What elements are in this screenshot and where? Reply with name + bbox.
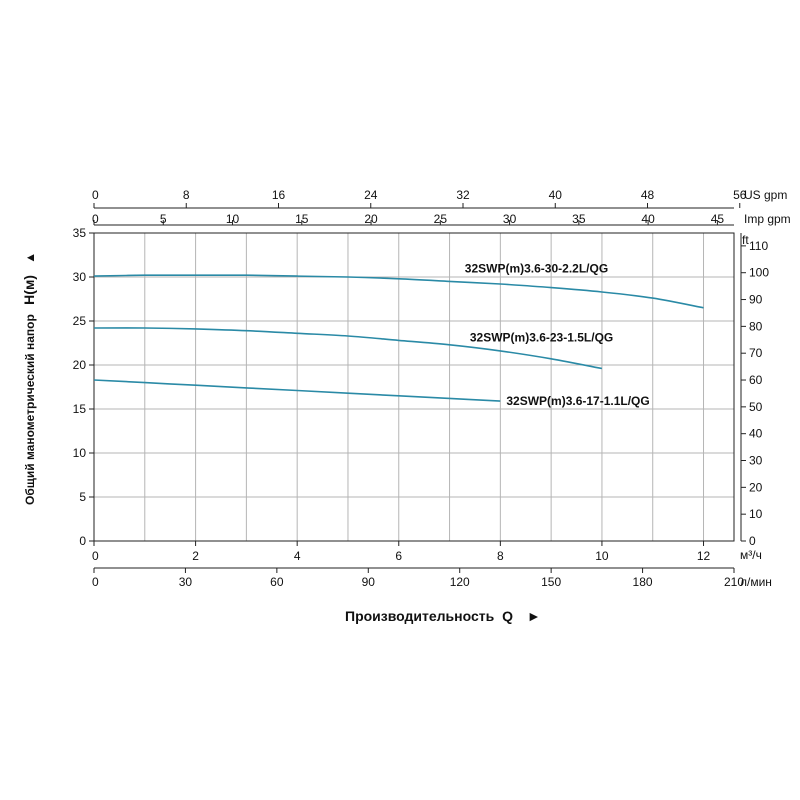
us-gpm-tick-label: 56 — [733, 188, 747, 202]
x-axis-tick-label: 6 — [395, 549, 402, 563]
lmin-tick-label: 90 — [362, 575, 376, 589]
imp-gpm-tick-label: 15 — [295, 212, 309, 226]
us-gpm-tick-label: 24 — [364, 188, 378, 202]
ft-axis-tick-label: 10 — [749, 507, 763, 521]
ft-axis-tick-label: 110 — [749, 239, 768, 253]
lmin-tick-label: 150 — [541, 575, 561, 589]
y-axis-tick-label: 35 — [73, 226, 87, 240]
x-axis-tick-label: 0 — [92, 549, 99, 563]
ft-axis-tick-label: 50 — [749, 400, 763, 414]
x-axis-title: Производительность Q ► — [345, 608, 541, 624]
curve-3 — [93, 379, 501, 402]
imp-gpm-tick-label: 30 — [503, 212, 517, 226]
ft-axis-tick-label: 90 — [749, 293, 763, 307]
y-axis-tick-label: 10 — [73, 446, 87, 460]
us-gpm-tick-label: 48 — [641, 188, 655, 202]
ft-axis-tick-label: 20 — [749, 480, 763, 494]
us-gpm-unit-label: US gpm — [744, 188, 787, 202]
us-gpm-tick-label: 32 — [456, 188, 470, 202]
x-axis-tick-label: 2 — [192, 549, 199, 563]
imp-gpm-tick-label: 10 — [226, 212, 240, 226]
us-gpm-tick-label: 0 — [92, 188, 99, 202]
us-gpm-tick-label: 16 — [272, 188, 286, 202]
ft-axis-tick-label: 30 — [749, 454, 763, 468]
y-axis-tick-label: 5 — [79, 490, 86, 504]
y-axis-tick-label: 20 — [73, 358, 87, 372]
curve-1 — [93, 274, 704, 309]
imp-gpm-tick-label: 40 — [641, 212, 655, 226]
lmin-tick-label: 120 — [450, 575, 470, 589]
curve-label-2: 32SWP(m)3.6-23-1.5L/QG — [470, 331, 613, 345]
x-axis-title-text: Производительность — [345, 608, 495, 624]
ft-unit-label: ft — [742, 233, 749, 247]
y-axis-tick-label: 25 — [73, 314, 87, 328]
grid — [94, 233, 734, 541]
plot-frame — [93, 232, 735, 542]
imp-gpm-tick-label: 35 — [572, 212, 586, 226]
ft-axis-tick-label: 70 — [749, 346, 763, 360]
curve-label-1: 32SWP(m)3.6-30-2.2L/QG — [465, 261, 608, 275]
us-gpm-tick-label: 40 — [549, 188, 563, 202]
y-axis-arrow: ▲ — [23, 252, 37, 264]
imp-gpm-tick-label: 0 — [92, 212, 99, 226]
y-axis-title: Общий манометрический напор H(м) ▲ — [21, 252, 37, 505]
y-axis-tick-label: 0 — [79, 534, 86, 548]
x-axis-tick-label: 4 — [294, 549, 301, 563]
lmin-tick-label: 210 — [724, 575, 744, 589]
y-axis-tick-label: 30 — [73, 270, 87, 284]
x-axis-tick-label: 12 — [697, 549, 711, 563]
ft-axis-tick-label: 40 — [749, 427, 763, 441]
imp-gpm-tick-label: 25 — [434, 212, 448, 226]
lmin-tick-label: 180 — [633, 575, 653, 589]
ft-axis-tick-label: 100 — [749, 266, 769, 280]
y-axis-symbol: H(м) — [21, 275, 37, 305]
curve-label-3: 32SWP(m)3.6-17-1.1L/QG — [506, 394, 649, 408]
us-gpm-tick-label: 8 — [183, 188, 190, 202]
x-axis-tick-label: 8 — [497, 549, 504, 563]
imp-gpm-unit-label: Imp gpm — [744, 212, 791, 226]
lmin-unit-label: л/мин — [740, 575, 772, 589]
curve-2 — [93, 327, 603, 370]
x-axis-symbol: Q — [502, 608, 513, 624]
ft-axis-tick-label: 80 — [749, 319, 763, 333]
labels-layer: 0 8 16 24 32 40 48 560 5 10 15 20 25 30 35 40 450 2 4 6 8 10 1… — [73, 188, 770, 589]
y-axis-tick-label: 15 — [73, 402, 87, 416]
x-axis-tick-label: 10 — [595, 549, 609, 563]
axes — [89, 203, 746, 573]
lmin-tick-label: 0 — [92, 575, 99, 589]
lmin-tick-label: 30 — [179, 575, 193, 589]
lmin-tick-label: 60 — [270, 575, 284, 589]
ft-axis-tick-label: 0 — [749, 534, 756, 548]
imp-gpm-tick-label: 20 — [364, 212, 378, 226]
m3h-unit-label: м³/ч — [740, 548, 762, 562]
series-layer — [93, 274, 704, 402]
imp-gpm-tick-label: 5 — [160, 212, 167, 226]
ft-axis-tick-label: 60 — [749, 373, 763, 387]
y-axis-title-text: Общий манометрический напор — [23, 314, 37, 505]
imp-gpm-tick-label: 45 — [711, 212, 725, 226]
x-axis-arrow: ► — [527, 608, 541, 624]
